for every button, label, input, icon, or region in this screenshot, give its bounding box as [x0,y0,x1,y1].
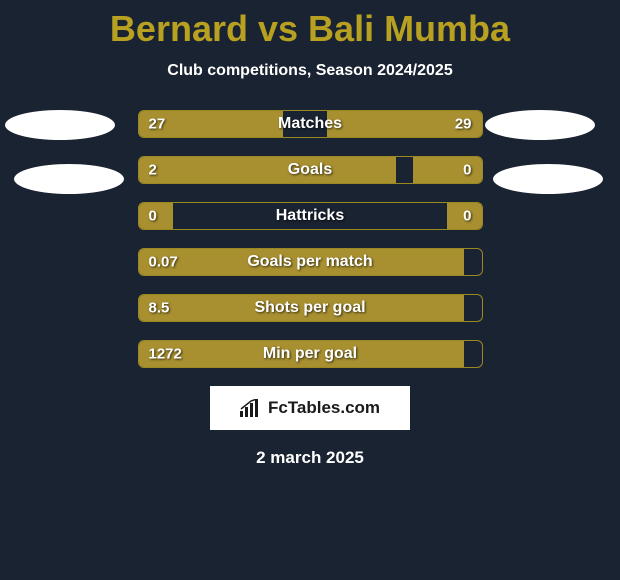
date-text: 2 march 2025 [0,448,620,468]
comparison-chart: 27 Matches 29 2 Goals 0 0 Hattricks 0 0.… [0,110,620,468]
bar-gap [464,341,481,367]
bar-left [139,249,465,275]
bar-gap [396,157,413,183]
stat-row-shots-per-goal: 8.5 Shots per goal [138,294,483,322]
bar-gap [464,295,481,321]
player1-name: Bernard [110,8,248,49]
bar-left [139,341,465,367]
player2-name: Bali Mumba [308,8,510,49]
bar-left [139,203,173,229]
badge-oval-right-1 [485,110,595,140]
stat-row-goals-per-match: 0.07 Goals per match [138,248,483,276]
bar-gap [283,111,328,137]
bar-left [139,111,283,137]
vs-text: vs [258,8,298,49]
subtitle: Club competitions, Season 2024/2025 [0,62,620,80]
stat-row-matches: 27 Matches 29 [138,110,483,138]
branding-badge: FcTables.com [210,386,410,430]
stat-row-hattricks: 0 Hattricks 0 [138,202,483,230]
badge-oval-left-2 [14,164,124,194]
bar-left [139,295,465,321]
branding-text: FcTables.com [268,398,380,418]
bar-left [139,157,396,183]
badge-oval-left-1 [5,110,115,140]
bar-right [447,203,481,229]
bar-gap [173,203,447,229]
badge-oval-right-2 [493,164,603,194]
stat-row-goals: 2 Goals 0 [138,156,483,184]
bar-gap [464,249,481,275]
bar-right [413,157,482,183]
stat-row-min-per-goal: 1272 Min per goal [138,340,483,368]
chart-icon [240,399,262,417]
bar-right [327,111,481,137]
page-title: Bernard vs Bali Mumba [0,0,620,50]
